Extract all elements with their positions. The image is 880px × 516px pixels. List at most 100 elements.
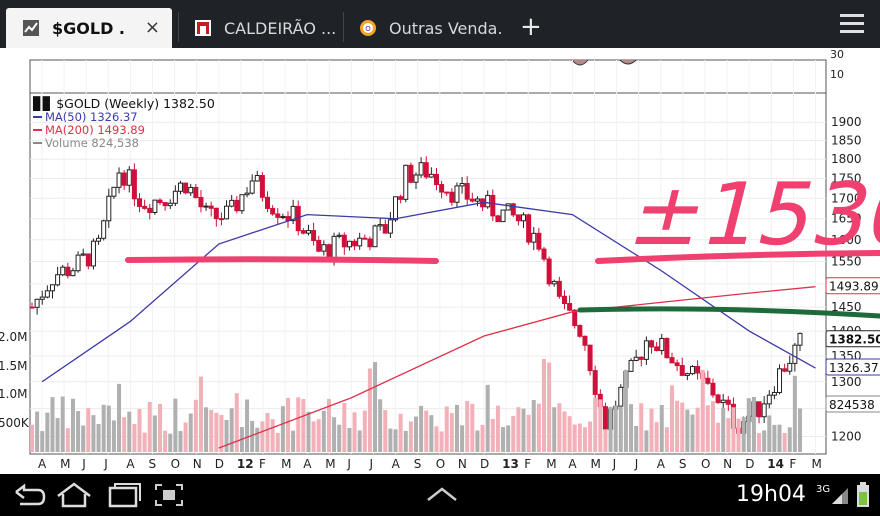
price-tick-label: 1800 <box>831 152 862 166</box>
volume-bar <box>716 422 721 452</box>
volume-bar <box>367 368 372 452</box>
volume-bar <box>214 412 219 452</box>
signal-icon <box>832 488 848 504</box>
price-tick-label: 1550 <box>831 254 862 268</box>
price-tick-label: 1450 <box>831 300 862 314</box>
x-tick-label: J <box>634 457 639 471</box>
tab-caldeirao[interactable]: CALDEIRÃO ... <box>178 8 343 48</box>
candle-body <box>771 391 777 396</box>
home-icon[interactable] <box>52 480 96 510</box>
volume-bar <box>301 399 306 452</box>
volume-bar <box>608 406 613 452</box>
candle-body <box>787 362 793 372</box>
candle-body <box>126 169 132 186</box>
tab-gold-label: $GOLD . <box>52 18 125 38</box>
volume-bar <box>434 426 439 452</box>
x-tick-label: 13 <box>502 457 519 471</box>
recent-apps-icon[interactable] <box>102 480 146 510</box>
android-nav-bar: 19h04 3G <box>0 474 880 516</box>
volume-bar <box>265 412 270 452</box>
chevron-up-icon[interactable] <box>420 480 464 510</box>
volume-bar <box>547 362 552 452</box>
volume-bar <box>183 422 188 452</box>
volume-bar <box>106 405 111 452</box>
candle-body <box>797 332 803 346</box>
candle-body <box>592 370 598 395</box>
volume-bar <box>91 415 96 452</box>
candle-body <box>321 244 327 252</box>
x-tick-label: 12 <box>237 457 254 471</box>
price-tick-label: 1750 <box>831 171 862 185</box>
ma200-line <box>218 286 816 449</box>
volume-bar <box>603 429 608 452</box>
candle-body <box>669 357 675 364</box>
candle-body <box>710 382 716 396</box>
volume-bar <box>449 413 454 452</box>
candle-body <box>618 386 624 407</box>
back-icon[interactable] <box>6 480 50 510</box>
screenshot-icon[interactable] <box>150 480 194 510</box>
candle-body <box>157 199 163 204</box>
candle-body <box>96 237 102 242</box>
volume-bar <box>567 416 572 452</box>
x-tick-label: M <box>325 457 335 471</box>
volume-bar <box>475 430 480 452</box>
volume-bar <box>598 399 603 452</box>
candle-body <box>485 194 491 208</box>
new-tab-button[interactable]: + <box>520 12 542 42</box>
candle-body <box>167 202 173 207</box>
candle-body <box>172 190 178 204</box>
candle-body <box>418 162 424 176</box>
volume-bar <box>572 424 577 452</box>
volume-bar <box>526 414 531 452</box>
candle-body <box>254 175 260 182</box>
tab-outras-vendas[interactable]: O Outras Venda. <box>343 8 513 48</box>
volume-bar <box>316 419 321 452</box>
candle-body <box>393 196 399 221</box>
volume-bar <box>163 430 168 452</box>
candle-body <box>193 186 199 199</box>
candle-body <box>782 368 788 372</box>
candle-body <box>137 198 143 207</box>
volume-bar <box>582 427 587 452</box>
volume-bar <box>127 411 132 452</box>
candle-body <box>341 234 347 248</box>
tab-outras-vendas-label: Outras Venda. <box>389 18 503 38</box>
candle-body <box>659 337 665 351</box>
volume-bar <box>429 415 434 452</box>
volume-bar <box>398 413 403 452</box>
x-tick-label: D <box>480 457 489 471</box>
close-tab-icon[interactable]: × <box>144 17 160 38</box>
volume-bar <box>250 420 255 452</box>
volume-bar <box>670 385 674 452</box>
legend-label: MA(50) 1326.37 <box>45 110 138 124</box>
volume-bar <box>362 410 367 452</box>
candle-body <box>162 202 168 207</box>
candle-body <box>311 230 317 241</box>
volume-bar <box>198 376 203 452</box>
volume-bar <box>311 421 316 452</box>
volume-bar <box>296 397 301 452</box>
x-tick-label: M <box>546 457 556 471</box>
volume-bar <box>96 423 101 452</box>
candle-body <box>177 182 183 192</box>
volume-bar <box>485 384 490 452</box>
candle-body <box>454 185 460 203</box>
x-tick-label: S <box>149 457 157 471</box>
tab-gold[interactable]: $GOLD . × <box>6 8 172 48</box>
x-tick-label: J <box>346 457 351 471</box>
volume-bar <box>403 430 408 452</box>
x-tick-label: A <box>568 457 577 471</box>
volume-bar <box>654 422 659 452</box>
candle-body <box>218 218 224 221</box>
volume-bar <box>173 398 178 452</box>
volume-bar <box>234 393 239 452</box>
x-tick-label: N <box>193 457 202 471</box>
volume-bar <box>45 412 50 452</box>
overflow-menu-icon[interactable] <box>840 14 864 34</box>
candle-body <box>208 205 214 209</box>
candle-body <box>792 344 798 364</box>
volume-bar <box>460 425 465 452</box>
candle-body <box>244 192 250 196</box>
candle-body <box>567 303 573 311</box>
